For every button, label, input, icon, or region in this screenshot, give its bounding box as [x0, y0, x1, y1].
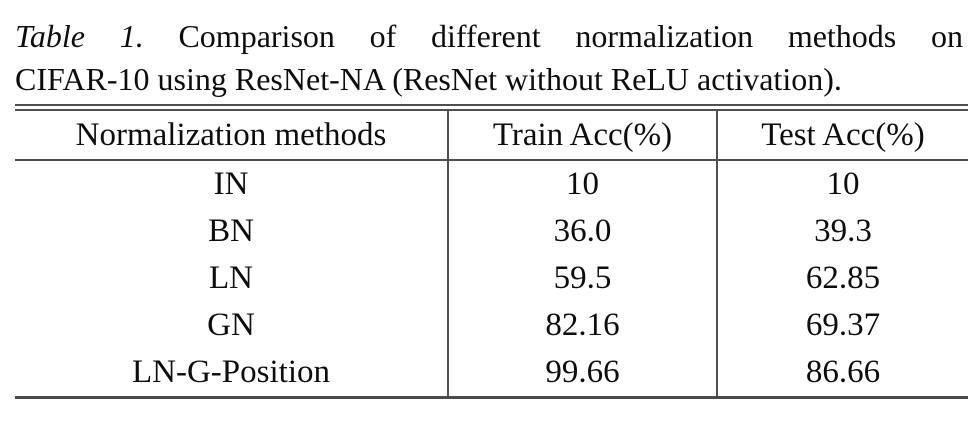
cell-method: LN-G-Position: [15, 349, 449, 398]
cell-train-acc: 36.0: [448, 208, 718, 255]
cell-train-acc: 82.16: [448, 302, 718, 349]
cell-train-acc: 99.66: [448, 349, 718, 398]
cell-method: LN: [15, 255, 449, 302]
cell-test-acc: 69.37: [805, 307, 881, 343]
table-body: IN 10 10 BN 36.0 39.3 LN 59.5 62.85 GN 8…: [15, 160, 968, 398]
table-header: Normalization methods Train Acc(%) Test …: [15, 107, 968, 161]
table-row: LN-G-Position 99.66 86.66: [15, 349, 968, 398]
caption-text-line1: Comparison of different normalization me…: [178, 18, 964, 54]
header-cell-test-acc: Test Acc(%): [717, 107, 968, 161]
table-row: GN 82.16 69.37: [15, 302, 968, 349]
caption-label: Table 1.: [15, 18, 144, 54]
header-row: Normalization methods Train Acc(%) Test …: [15, 107, 968, 161]
comparison-table: Normalization methods Train Acc(%) Test …: [15, 104, 968, 399]
table-row: BN 36.0 39.3: [15, 208, 968, 255]
table-row: LN 59.5 62.85: [15, 255, 968, 302]
table-row: IN 10 10: [15, 160, 968, 208]
caption-line-1: Table 1. Comparison of different normali…: [15, 15, 963, 58]
cell-method: IN: [15, 160, 449, 208]
cell-train-acc: 59.5: [448, 255, 718, 302]
cell-train-acc: 10: [448, 160, 718, 208]
cell-test-acc: 62.85: [805, 260, 881, 296]
header-cell-method: Normalization methods: [15, 107, 449, 161]
cell-method: BN: [15, 208, 449, 255]
cell-method: GN: [15, 302, 449, 349]
cell-test-acc: 86.66: [805, 354, 881, 390]
caption-line-2: CIFAR-10 using ResNet-NA (ResNet without…: [15, 61, 842, 97]
cell-test-acc: 10: [826, 166, 860, 202]
header-cell-train-acc: Train Acc(%): [448, 107, 718, 161]
cell-test-acc: 39.3: [814, 213, 872, 249]
table-caption: Table 1. Comparison of different normali…: [15, 15, 963, 101]
